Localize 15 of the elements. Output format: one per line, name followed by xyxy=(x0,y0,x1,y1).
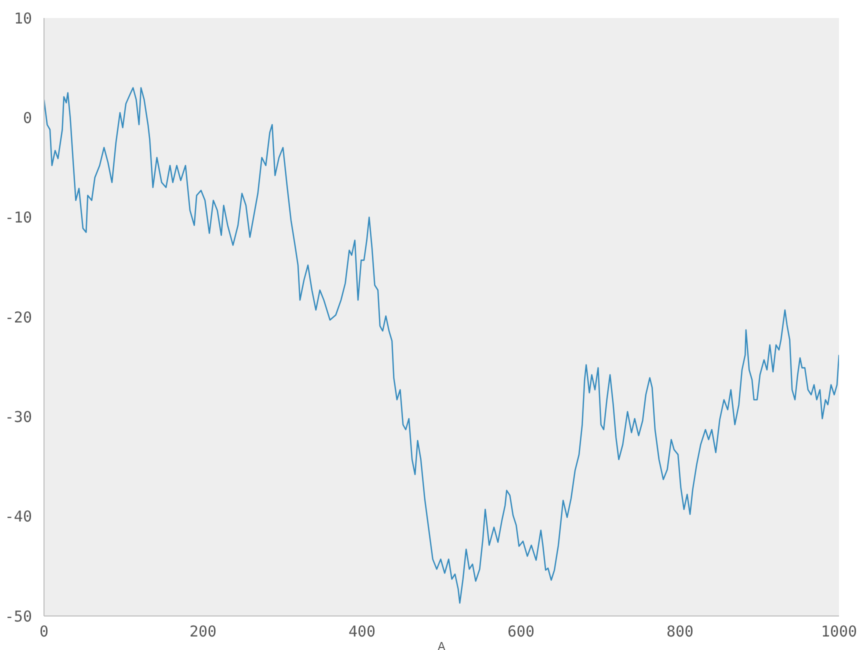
y-tick-label: -20 xyxy=(4,308,32,326)
line-series xyxy=(44,87,839,604)
x-tick-label: 0 xyxy=(39,622,49,641)
y-tick-label: 10 xyxy=(14,9,32,28)
y-tick-label: -10 xyxy=(4,208,32,227)
x-tick-label: 800 xyxy=(666,622,694,641)
y-tick-label: -50 xyxy=(4,607,32,626)
y-tick-label: 0 xyxy=(22,108,32,127)
x-tick-label: 600 xyxy=(507,622,535,641)
x-axis-title: A xyxy=(438,640,446,650)
x-tick-label: 200 xyxy=(189,622,217,641)
y-tick-label: -40 xyxy=(4,508,32,526)
y-tick-label: -30 xyxy=(4,408,32,426)
x-tick-label: 400 xyxy=(348,622,376,641)
x-tick-label: 1000 xyxy=(820,622,858,641)
